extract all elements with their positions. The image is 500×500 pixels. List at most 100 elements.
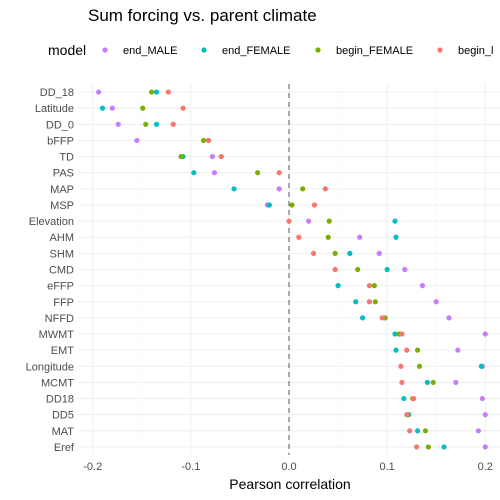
x-tick-label: 0.1 (379, 461, 394, 473)
y-tick-label: AHM (50, 232, 74, 244)
point-begin-male-dd-0 (170, 121, 176, 127)
y-tick-label: eFFP (47, 281, 74, 293)
point-begin-male-td (218, 153, 224, 160)
legend-key-end-female (201, 47, 207, 53)
point-end-female-dd18 (401, 395, 407, 402)
point-begin-female-eref (425, 444, 431, 450)
legend-title: model (48, 42, 86, 58)
point-begin-male-bffp (205, 137, 212, 144)
point-end-female-longitude (478, 363, 484, 369)
y-tick-label: DD18 (46, 394, 74, 406)
point-begin-female-bffp (201, 137, 207, 144)
point-begin-female-longitude (416, 363, 423, 369)
point-end-female-eref (441, 444, 447, 450)
point-begin-male-pas (276, 170, 282, 176)
point-end-male-mat (475, 428, 482, 434)
legend-label-begin-female: begin_FEMALE (336, 45, 413, 57)
y-tick-label: EMT (51, 345, 75, 357)
y-tick-label: Eref (54, 442, 75, 454)
data-points (96, 89, 488, 450)
y-tick-label: PAS (53, 168, 74, 180)
point-begin-male-shm (310, 250, 317, 256)
point-begin-male-ffp (366, 299, 373, 305)
point-end-female-dd-18 (153, 89, 160, 95)
point-end-female-ffp (353, 299, 359, 305)
x-tick-labels: -0.2 -0.1 0.0 0.1 0.2 (83, 461, 493, 473)
point-begin-female-shm (332, 250, 338, 256)
point-end-male-latitude (109, 105, 115, 111)
point-begin-female-ahm (325, 234, 331, 240)
point-begin-male-eref (413, 444, 420, 450)
legend-key-begin-male (437, 47, 443, 53)
point-begin-male-latitude (180, 105, 186, 111)
y-tick-label: MCMT (41, 377, 74, 389)
y-tick-labels: DD_18 Latitude DD_0 bFFP TD PAS MAP MSP Elevatio… (26, 87, 75, 454)
point-begin-female-dd-0 (143, 121, 149, 127)
point-begin-female-dd-18 (149, 89, 155, 95)
point-begin-male-map (322, 186, 328, 192)
x-axis-title: Pearson correlation (229, 476, 350, 492)
point-end-female-effp (335, 283, 341, 289)
point-end-male-bffp (134, 137, 140, 144)
point-end-male-elevation (306, 218, 312, 224)
point-begin-female-cmd (355, 266, 361, 273)
point-end-male-ffp (433, 299, 439, 305)
point-end-male-shm (376, 250, 382, 256)
point-begin-male-cmd (332, 266, 338, 273)
point-begin-female-td (178, 153, 184, 160)
x-tick-label: 0.2 (478, 461, 493, 473)
point-end-female-map (231, 186, 237, 192)
y-tick-label: bFFP (47, 135, 74, 147)
grid (78, 84, 500, 455)
point-begin-female-ffp (372, 299, 378, 305)
legend-label-end-female: end_FEMALE (222, 45, 290, 57)
point-end-male-mwmt (482, 331, 488, 337)
point-end-female-dd-0 (153, 121, 160, 127)
y-tick-label: DD_0 (46, 119, 74, 131)
x-tick-label: 0.0 (281, 461, 296, 473)
point-end-male-dd18 (479, 395, 485, 402)
point-end-male-dd-18 (96, 89, 102, 95)
point-end-female-shm (347, 250, 353, 256)
point-begin-male-mwmt (399, 331, 405, 337)
point-end-female-ahm (393, 234, 399, 240)
point-begin-male-effp (366, 283, 373, 289)
y-tick-label: SHM (50, 248, 74, 260)
point-begin-female-elevation (326, 218, 332, 224)
legend-key-end-male (102, 47, 108, 53)
point-end-male-mcmt (453, 379, 459, 386)
y-tick-label: DD5 (52, 410, 74, 422)
y-tick-label: Longitude (26, 361, 74, 373)
point-end-male-cmd (402, 266, 408, 273)
point-end-female-msp (266, 202, 272, 208)
point-end-male-dd5 (482, 412, 488, 418)
point-begin-male-emt (404, 347, 410, 353)
point-begin-female-mat (422, 428, 429, 434)
point-begin-female-msp (289, 202, 295, 208)
point-end-male-pas (211, 170, 218, 176)
point-end-male-td (209, 153, 216, 160)
y-tick-label: Latitude (35, 103, 74, 115)
point-begin-male-elevation (286, 218, 292, 224)
y-tick-label: MAT (52, 426, 75, 438)
point-end-female-elevation (392, 218, 398, 224)
point-end-male-nffd (446, 315, 452, 321)
point-begin-male-dd18 (411, 395, 417, 402)
point-begin-female-effp (371, 283, 377, 289)
legend-key-begin-female (315, 47, 321, 53)
point-begin-male-dd-18 (165, 89, 171, 95)
point-end-female-latitude (99, 105, 106, 111)
point-end-male-effp (419, 283, 426, 289)
point-end-male-dd-0 (115, 121, 121, 127)
point-begin-female-latitude (140, 105, 146, 111)
point-end-female-pas (191, 170, 197, 176)
point-end-female-mwmt (392, 331, 398, 337)
point-begin-male-mcmt (399, 379, 405, 386)
point-begin-female-pas (254, 170, 261, 176)
point-begin-male-mat (407, 428, 413, 434)
y-tick-label: FFP (53, 297, 74, 309)
x-tick-label: -0.1 (181, 461, 200, 473)
x-tick-label: -0.2 (83, 461, 102, 473)
legend-label-end-male: end_MALE (123, 45, 177, 57)
